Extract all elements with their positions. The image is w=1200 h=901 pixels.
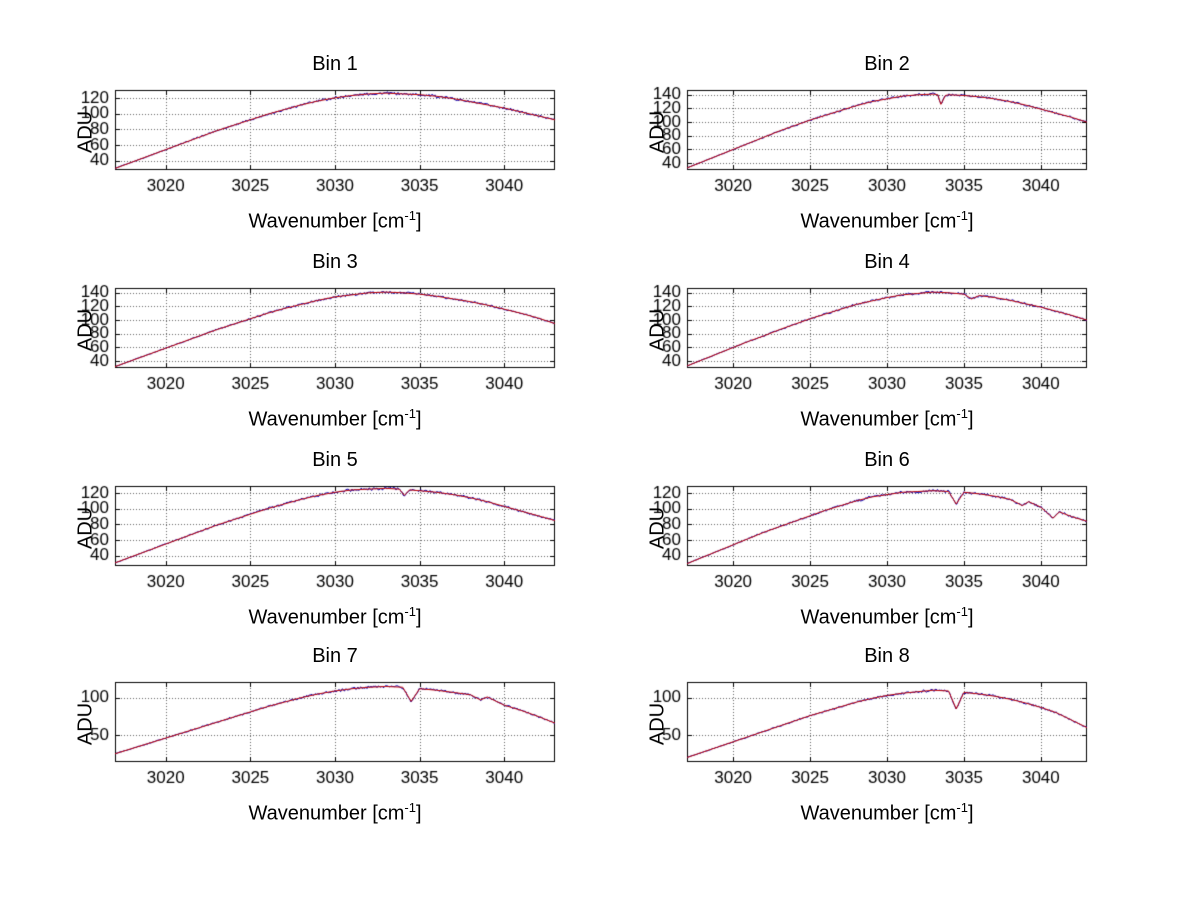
- x-axis-label-suffix: ]: [967, 408, 974, 431]
- y-axis-label: ADU: [646, 308, 669, 352]
- x-axis-label: Wavenumber [cm-1]: [687, 800, 1087, 826]
- subplot-bin-4: Bin 4 ADU Wavenumber [cm-1]: [632, 248, 1094, 432]
- x-axis-label-sup: -1: [956, 406, 968, 421]
- chart-title: Bin 6: [864, 449, 910, 471]
- x-axis-label-sup: -1: [404, 208, 416, 223]
- x-axis-label: Wavenumber [cm-1]: [687, 406, 1087, 432]
- x-axis-label-suffix: ]: [967, 210, 974, 233]
- x-axis-label-sup: -1: [956, 604, 968, 619]
- x-axis-label: Wavenumber [cm-1]: [687, 208, 1087, 234]
- plot-canvas-bin-8: [632, 674, 1094, 796]
- chart-title: Bin 7: [312, 645, 358, 667]
- x-axis-label-text: Wavenumber [cm: [248, 408, 405, 431]
- subplot-bin-5: Bin 5 ADU Wavenumber [cm-1]: [60, 446, 562, 630]
- x-axis-label-sup: -1: [404, 406, 416, 421]
- subplot-bin-1: Bin 1 ADU Wavenumber [cm-1]: [60, 50, 562, 234]
- x-axis-label-text: Wavenumber [cm: [800, 606, 957, 629]
- chart-title: Bin 2: [864, 53, 910, 75]
- plot-canvas-bin-5: [60, 478, 562, 600]
- y-axis-label: ADU: [646, 506, 669, 550]
- x-axis-label-text: Wavenumber [cm: [800, 210, 957, 233]
- plot-canvas-bin-6: [632, 478, 1094, 600]
- x-axis-label-text: Wavenumber [cm: [248, 802, 405, 825]
- plot-canvas-bin-3: [60, 280, 562, 402]
- plot-canvas-bin-4: [632, 280, 1094, 402]
- y-axis-label: ADU: [646, 110, 669, 154]
- chart-title: Bin 3: [312, 251, 358, 273]
- y-axis-label: ADU: [74, 308, 97, 352]
- subplot-bin-8: Bin 8 ADU Wavenumber [cm-1]: [632, 642, 1094, 826]
- x-axis-label-sup: -1: [956, 800, 968, 815]
- x-axis-label: Wavenumber [cm-1]: [115, 208, 555, 234]
- chart-title: Bin 5: [312, 449, 358, 471]
- x-axis-label-sup: -1: [404, 800, 416, 815]
- subplot-bin-3: Bin 3 ADU Wavenumber [cm-1]: [60, 248, 562, 432]
- subplot-bin-7: Bin 7 ADU Wavenumber [cm-1]: [60, 642, 562, 826]
- subplot-bin-2: Bin 2 ADU Wavenumber [cm-1]: [632, 50, 1094, 234]
- plot-canvas-bin-2: [632, 82, 1094, 204]
- y-axis-label: ADU: [74, 506, 97, 550]
- x-axis-label-suffix: ]: [967, 606, 974, 629]
- x-axis-label: Wavenumber [cm-1]: [115, 604, 555, 630]
- chart-title: Bin 4: [864, 251, 910, 273]
- y-axis-label: ADU: [646, 702, 669, 746]
- plot-canvas-bin-1: [60, 82, 562, 204]
- x-axis-label-text: Wavenumber [cm: [248, 210, 405, 233]
- x-axis-label-suffix: ]: [415, 802, 422, 825]
- x-axis-label-sup: -1: [956, 208, 968, 223]
- x-axis-label-text: Wavenumber [cm: [248, 606, 405, 629]
- x-axis-label-text: Wavenumber [cm: [800, 408, 957, 431]
- x-axis-label-suffix: ]: [967, 802, 974, 825]
- x-axis-label-suffix: ]: [415, 606, 422, 629]
- x-axis-label-text: Wavenumber [cm: [800, 802, 957, 825]
- y-axis-label: ADU: [74, 702, 97, 746]
- x-axis-label-sup: -1: [404, 604, 416, 619]
- x-axis-label: Wavenumber [cm-1]: [115, 406, 555, 432]
- chart-title: Bin 8: [864, 645, 910, 667]
- chart-title: Bin 1: [312, 53, 358, 75]
- x-axis-label: Wavenumber [cm-1]: [115, 800, 555, 826]
- plot-canvas-bin-7: [60, 674, 562, 796]
- y-axis-label: ADU: [74, 110, 97, 154]
- x-axis-label: Wavenumber [cm-1]: [687, 604, 1087, 630]
- x-axis-label-suffix: ]: [415, 210, 422, 233]
- x-axis-label-suffix: ]: [415, 408, 422, 431]
- subplot-bin-6: Bin 6 ADU Wavenumber [cm-1]: [632, 446, 1094, 630]
